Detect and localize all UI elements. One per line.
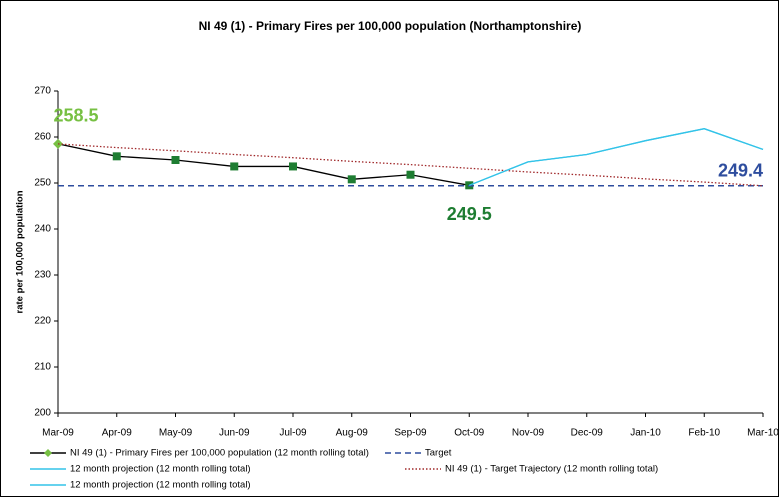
legend-label: NI 49 (1) - Target Trajectory (12 month … (445, 464, 658, 475)
data-label: 249.5 (447, 204, 492, 224)
marker (347, 175, 356, 184)
y-tick-label: 270 (34, 86, 51, 97)
x-tick-label: Oct-09 (454, 428, 484, 439)
series-line (469, 128, 764, 186)
x-tick-label: Mar-10 (747, 428, 779, 439)
data-label: 258.5 (53, 106, 98, 126)
legend-label: Target (425, 448, 452, 459)
x-tick-label: Jan-10 (630, 428, 661, 439)
x-tick-label: Apr-09 (102, 428, 132, 439)
x-tick-label: Dec-09 (571, 428, 604, 439)
chart-title: NI 49 (1) - Primary Fires per 100,000 po… (199, 19, 582, 33)
marker (112, 152, 121, 161)
y-tick-label: 260 (34, 132, 51, 143)
x-tick-label: Nov-09 (512, 428, 545, 439)
series-line (57, 143, 470, 186)
x-tick-label: Sep-09 (394, 428, 427, 439)
series-line (57, 143, 764, 187)
y-tick-label: 230 (34, 270, 51, 281)
marker (171, 156, 180, 164)
marker (406, 170, 415, 179)
x-tick-label: Jun-09 (219, 428, 250, 439)
y-tick-label: 210 (34, 362, 51, 373)
legend-label: NI 49 (1) - Primary Fires per 100,000 po… (70, 448, 369, 459)
x-tick-label: Mar-09 (42, 428, 74, 439)
x-tick-label: Jul-09 (279, 428, 307, 439)
legend-label: 12 month projection (12 month rolling to… (70, 480, 251, 491)
y-tick-label: 250 (34, 178, 51, 189)
y-tick-label: 220 (34, 316, 51, 327)
x-tick-label: May-09 (159, 428, 193, 439)
x-tick-label: Feb-10 (688, 428, 720, 439)
data-label: 249.4 (718, 161, 763, 181)
y-axis-label: rate per 100,000 population (15, 190, 26, 313)
marker (289, 162, 297, 171)
x-tick-label: Aug-09 (336, 428, 369, 439)
legend-marker (44, 449, 52, 457)
y-tick-label: 200 (34, 408, 51, 419)
legend-label: 12 month projection (12 month rolling to… (70, 464, 251, 475)
marker (230, 162, 239, 171)
y-tick-label: 240 (34, 224, 51, 235)
